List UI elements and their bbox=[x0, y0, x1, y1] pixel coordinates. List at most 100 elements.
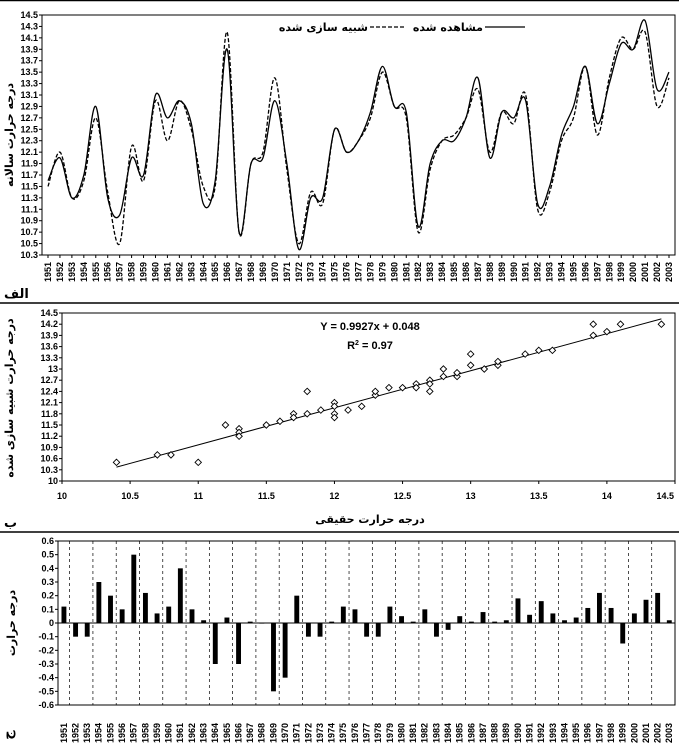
bar bbox=[457, 616, 463, 623]
panel-c-label: ج bbox=[1, 730, 16, 740]
a-x-tick-label: 1952 bbox=[55, 262, 65, 282]
a-x-tick-label: 1998 bbox=[604, 262, 614, 282]
scatter-point bbox=[534, 346, 543, 355]
scatter-point bbox=[439, 365, 448, 373]
bar bbox=[434, 623, 439, 637]
c-x-tick-label: 1986 bbox=[466, 723, 476, 743]
bar bbox=[515, 598, 521, 623]
c-x-tick-label: 1966 bbox=[233, 723, 243, 743]
scatter-point bbox=[330, 402, 339, 411]
panel-b-scatter-chart: 1010.310.610.911.211.511.812.112.412.713… bbox=[3, 308, 676, 531]
bar bbox=[480, 612, 486, 623]
a-x-tick-label: 1983 bbox=[425, 262, 435, 282]
a-x-tick-label: 1967 bbox=[234, 262, 244, 282]
bar bbox=[212, 623, 218, 664]
bar bbox=[189, 609, 195, 623]
scatter-point bbox=[153, 451, 162, 459]
bar bbox=[527, 614, 533, 623]
a-y-tick-label: 13.5 bbox=[20, 67, 38, 77]
a-y-tick-label: 11.9 bbox=[21, 159, 38, 169]
scatter-point bbox=[425, 380, 434, 388]
c-y-tick-label: 0.1 bbox=[41, 604, 54, 614]
scatter-point bbox=[398, 383, 407, 392]
scatter-point bbox=[276, 417, 284, 426]
a-y-tick-label: 11.3 bbox=[21, 193, 38, 203]
c-x-tick-label: 1957 bbox=[129, 723, 139, 743]
c-x-tick-label: 1960 bbox=[164, 723, 174, 743]
panel-b-plot-frame bbox=[61, 312, 676, 482]
b-y-tick-label: 10.6 bbox=[40, 454, 58, 464]
bar bbox=[375, 623, 381, 637]
bar bbox=[643, 599, 649, 623]
c-x-tick-label: 1982 bbox=[420, 723, 430, 743]
c-y-tick-label: -0.3 bbox=[38, 659, 54, 669]
b-y-tick-label: 10 bbox=[48, 476, 58, 486]
a-x-tick-label: 1990 bbox=[509, 262, 519, 282]
bar bbox=[550, 613, 556, 623]
a-x-tick-label: 1966 bbox=[222, 262, 232, 282]
c-x-tick-label: 1955 bbox=[105, 723, 115, 743]
b-x-tick-label: 13 bbox=[466, 491, 476, 501]
legend-simulated-label: شبیه سازی شده bbox=[279, 21, 368, 34]
c-x-tick-label: 1980 bbox=[396, 723, 406, 743]
a-x-tick-label: 1963 bbox=[186, 262, 196, 282]
c-x-tick-label: 1973 bbox=[315, 723, 325, 743]
panel-a-series bbox=[47, 19, 670, 250]
a-y-tick-label: 10.5 bbox=[20, 239, 38, 249]
a-y-tick-label: 13.9 bbox=[20, 44, 38, 54]
c-y-tick-label: 0.4 bbox=[41, 563, 54, 573]
bar bbox=[585, 607, 591, 623]
c-x-tick-label: 1997 bbox=[594, 723, 604, 743]
a-y-tick-label: 12.1 bbox=[20, 147, 38, 157]
a-x-tick-label: 1954 bbox=[79, 262, 89, 282]
panel-c-x-axis: 1951 1952 1953 1954 1955 1956 1957 1958 1959 1960… bbox=[59, 723, 674, 743]
a-x-tick-label: 1981 bbox=[401, 262, 411, 282]
trendline bbox=[116, 318, 662, 468]
scatter-point bbox=[494, 357, 502, 366]
scatter-point bbox=[235, 432, 243, 441]
bar bbox=[597, 592, 602, 623]
a-y-tick-label: 13.1 bbox=[20, 90, 38, 100]
a-x-tick-label: 1982 bbox=[413, 262, 423, 282]
b-y-tick-label: 11.5 bbox=[41, 420, 58, 430]
a-y-tick-label: 12.9 bbox=[20, 101, 38, 111]
panel-a-x-axis: 1951 1952 1953 1954 1955 1956 1957 1958 1959 1960… bbox=[43, 255, 674, 282]
c-x-tick-label: 1953 bbox=[82, 723, 92, 743]
c-x-tick-label: 1991 bbox=[524, 723, 534, 743]
a-y-tick-label: 13.7 bbox=[20, 56, 38, 66]
r-squared-superscript: 2 bbox=[355, 340, 359, 347]
c-x-tick-label: 1995 bbox=[571, 723, 581, 743]
panel-a-y-axis-label: درجه حرارت سالانه bbox=[3, 83, 16, 187]
c-x-tick-label: 2003 bbox=[664, 723, 674, 743]
c-x-tick-label: 1970 bbox=[280, 723, 290, 743]
b-y-tick-label: 13.9 bbox=[40, 330, 58, 340]
scatter-point bbox=[616, 320, 625, 329]
a-x-tick-label: 1976 bbox=[342, 262, 352, 282]
a-x-tick-label: 1968 bbox=[246, 262, 256, 282]
bar bbox=[166, 606, 172, 623]
a-y-tick-label: 10.9 bbox=[20, 216, 38, 226]
bar bbox=[538, 601, 544, 623]
scatter-point bbox=[344, 406, 352, 414]
a-x-tick-label: 1971 bbox=[282, 262, 292, 282]
c-x-tick-label: 1956 bbox=[117, 723, 127, 743]
bar bbox=[503, 620, 509, 623]
a-x-tick-label: 1958 bbox=[127, 262, 137, 282]
c-x-tick-label: 1990 bbox=[513, 723, 523, 743]
panel-b-y-axis-label: درجه حرارت شبیه سازی شده bbox=[3, 318, 16, 478]
scatter-point bbox=[480, 365, 489, 373]
scatter-point bbox=[357, 402, 366, 411]
bar bbox=[73, 623, 79, 637]
bar bbox=[142, 592, 148, 623]
c-x-tick-label: 1965 bbox=[222, 723, 232, 743]
b-y-tick-label: 13.3 bbox=[40, 353, 58, 363]
a-x-tick-label: 1984 bbox=[437, 262, 447, 282]
c-x-tick-label: 1954 bbox=[94, 723, 104, 743]
a-x-tick-label: 1973 bbox=[306, 262, 316, 282]
panel-a-y-axis: 10.310.5 10.710.9 11.111.3 11.511.711.9 12.1… bbox=[20, 10, 42, 260]
b-y-tick-label: 13 bbox=[48, 364, 58, 374]
a-y-tick-label: 10.3 bbox=[20, 250, 38, 260]
a-x-tick-label: 1953 bbox=[67, 262, 77, 282]
panel-a-legend: مشاهده شده شبیه سازی شده bbox=[279, 21, 525, 34]
c-x-tick-label: 1998 bbox=[606, 723, 616, 743]
